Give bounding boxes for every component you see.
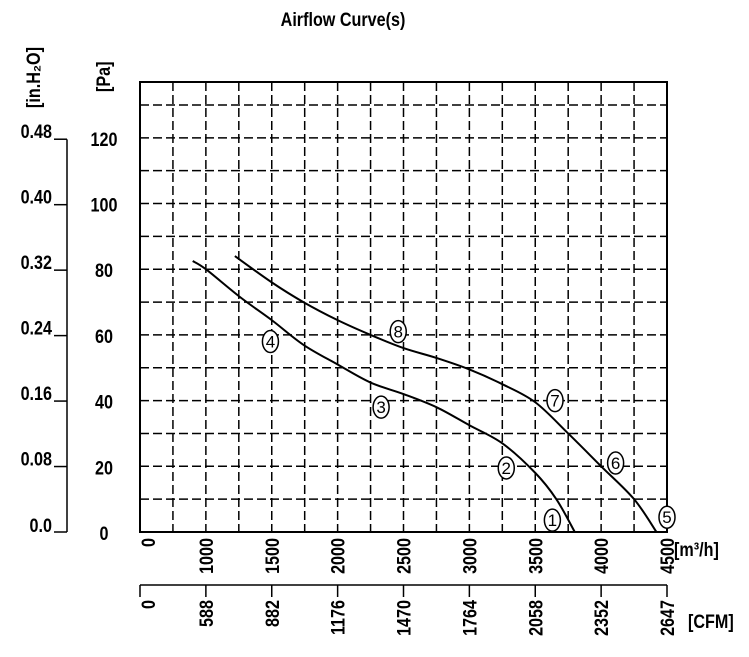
x-tick-label: 1000 [196, 538, 218, 574]
y-tick-label: 40 [95, 391, 113, 413]
x-tick-label-cfm: 1470 [393, 600, 415, 636]
curve-label-text: 2 [502, 459, 511, 478]
curve-label-text: 3 [376, 398, 385, 417]
y-tick-label-inh2o: 0.40 [21, 186, 53, 208]
curve-label-circle [606, 451, 625, 475]
y-tick-label: 120 [91, 129, 118, 151]
y-tick-label: 60 [95, 326, 113, 348]
y-tick-label: 0 [100, 523, 109, 545]
x-axis-label-m3h: [m³/h] [674, 539, 719, 561]
curve-label-circle [372, 395, 390, 419]
x-tick-label-cfm: 882 [262, 600, 284, 627]
curve-label-3: 3 [372, 395, 390, 419]
airflow-curve-2 [234, 255, 658, 533]
x-tick-label-cfm: 0 [138, 600, 160, 609]
y-tick-label-inh2o: 0.48 [21, 121, 53, 143]
y-tick-label-inh2o: 0.24 [21, 317, 53, 339]
curve-label-4: 4 [261, 329, 280, 354]
x-tick-label-cfm: 2352 [591, 600, 613, 636]
chart-title: Airflow Curve(s) [281, 9, 406, 31]
curve-label-5: 5 [658, 505, 676, 529]
airflow-curve-1 [192, 260, 576, 533]
x-tick-label: 2500 [393, 538, 415, 574]
grid [140, 82, 667, 532]
curve-label-1: 1 [543, 508, 562, 532]
x-axis-m3h: 0 1000 1500 2000 2500 3000 3500 4000 4500 [138, 538, 679, 574]
x-tick-label: 2000 [327, 538, 349, 574]
y-axis-inh2o: 0.0 0.08 0.16 0.24 0.32 0.40 0.48 [21, 121, 68, 537]
curve-label-text: 6 [611, 454, 620, 473]
y-axis-label-pa: [Pa] [93, 62, 115, 92]
curve-label-circle [546, 388, 564, 413]
x-tick-label-cfm: 1176 [327, 600, 349, 635]
y-tick-label: 100 [91, 194, 118, 216]
y-axis-pa: 0 20 40 60 80 100 120 [91, 129, 118, 545]
curve-label-2: 2 [497, 456, 516, 480]
curves [192, 255, 658, 533]
curve-label-text: 4 [266, 332, 275, 351]
plot-border [139, 81, 668, 533]
curve-label-text: 7 [550, 392, 559, 411]
y-tick-label-inh2o: 0.0 [30, 515, 53, 537]
x-tick-label: 3500 [525, 538, 547, 574]
y-tick-label-inh2o: 0.16 [21, 383, 53, 405]
y-tick-label-inh2o: 0.08 [21, 448, 53, 470]
x-axis-cfm: 0 588 882 1176 1470 1764 2058 2352 2647 [138, 584, 679, 636]
curve-labels: 1 2 3 4 5 6 7 8 [261, 319, 676, 532]
curve-label-text: 8 [393, 323, 402, 342]
x-tick-label-cfm: 1764 [459, 600, 481, 636]
curve-label-8: 8 [389, 319, 407, 344]
x-tick-label: 4000 [591, 538, 613, 574]
y-tick-label: 80 [95, 260, 113, 282]
x-axis-label-cfm: [CFM] [688, 611, 734, 633]
x-tick-label-cfm: 2647 [657, 600, 679, 636]
y-axis-label-inh2o: [in.H₂O] [23, 47, 45, 108]
x-tick-label: 3000 [459, 538, 481, 574]
curve-label-7: 7 [546, 388, 564, 413]
curve-label-circle [389, 319, 407, 344]
curve-label-circle [497, 456, 516, 480]
x-tick-label: 0 [138, 538, 160, 547]
curve-label-circle [658, 505, 676, 529]
x-tick-label-cfm: 588 [196, 600, 218, 627]
x-tick-label-cfm: 2058 [525, 600, 547, 636]
curve-label-circle [261, 329, 280, 354]
x-tick-label: 4500 [657, 538, 679, 574]
curve-label-6: 6 [606, 451, 625, 475]
y-tick-label-inh2o: 0.32 [21, 252, 53, 274]
x-tick-label: 1500 [262, 538, 284, 574]
curve-label-text: 5 [662, 508, 671, 527]
curve-label-circle [543, 508, 562, 532]
y-tick-label: 20 [95, 457, 113, 479]
curve-label-text: 1 [548, 511, 557, 530]
